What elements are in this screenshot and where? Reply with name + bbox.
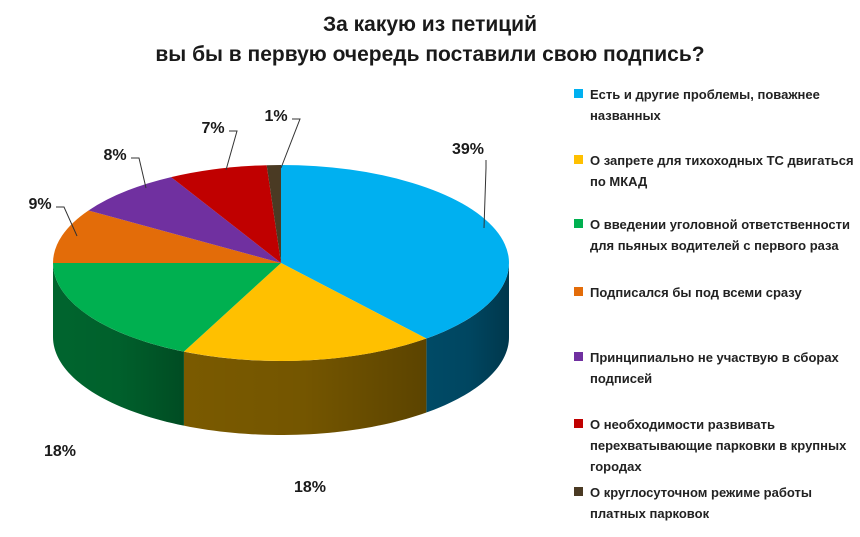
legend-item-6: О круглосуточном режиме работы платных п… <box>574 482 854 524</box>
leader-line-3 <box>56 206 78 237</box>
legend-item-4: Принципиально не участвую в сборах подпи… <box>574 347 854 389</box>
legend-swatch-3 <box>574 287 583 296</box>
data-label-3: 9% <box>28 196 51 213</box>
pie-slice-0 <box>281 165 509 339</box>
pie-slice-4 <box>88 177 282 263</box>
leader-line-0 <box>483 160 487 229</box>
pie-slice-3 <box>53 210 281 263</box>
legend-label-5: О необходимости развивать перехватывающи… <box>590 417 847 474</box>
legend-swatch-5 <box>574 419 583 428</box>
legend-item-2: О введении уголовной ответственности для… <box>574 214 854 256</box>
chart-title-line-1: За какую из петиций <box>322 13 537 36</box>
legend-label-2: О введении уголовной ответственности для… <box>590 217 850 253</box>
data-label-0: 39% <box>452 141 484 158</box>
leader-line-4 <box>131 157 147 189</box>
pie-slice-side-shade-0 <box>426 263 509 413</box>
legend-item-5: О необходимости развивать перехватывающи… <box>574 414 854 477</box>
legend-item-0: Есть и другие проблемы, поважнее названн… <box>574 84 854 126</box>
legend-swatch-1 <box>574 155 583 164</box>
legend-label-6: О круглосуточном режиме работы платных п… <box>590 485 812 521</box>
chart-title-line-2: вы бы в первую очередь поставили свою по… <box>155 43 705 66</box>
pie-slice-side-shade-2 <box>53 263 184 426</box>
pie-slice-6 <box>266 164 281 263</box>
pie-slice-2 <box>53 263 281 352</box>
data-label-6: 1% <box>264 108 287 125</box>
legend-item-3: Подписался бы под всеми сразу <box>574 282 854 303</box>
legend-label-3: Подписался бы под всеми сразу <box>590 285 802 300</box>
leader-line-5 <box>225 130 238 171</box>
legend-label-4: Принципиально не участвую в сборах подпи… <box>590 350 839 386</box>
data-label-5: 7% <box>201 120 224 137</box>
data-label-4: 8% <box>103 147 126 164</box>
pie-slice-1 <box>183 263 427 361</box>
legend-label-1: О запрете для тихоходных ТС двигаться по… <box>590 153 854 189</box>
pie-slice-5 <box>171 165 281 263</box>
chart-title: За какую из петиций вы бы в первую очере… <box>0 10 860 70</box>
leader-line-6 <box>280 118 301 169</box>
legend-label-0: Есть и другие проблемы, поважнее названн… <box>590 87 820 123</box>
legend-item-1: О запрете для тихоходных ТС двигаться по… <box>574 150 854 192</box>
data-label-1: 18% <box>294 479 326 496</box>
legend-swatch-0 <box>574 89 583 98</box>
legend-swatch-6 <box>574 487 583 496</box>
legend-swatch-2 <box>574 219 583 228</box>
data-label-2: 18% <box>44 443 76 460</box>
legend-swatch-4 <box>574 352 583 361</box>
pie-slice-side-shade-1 <box>183 338 427 435</box>
